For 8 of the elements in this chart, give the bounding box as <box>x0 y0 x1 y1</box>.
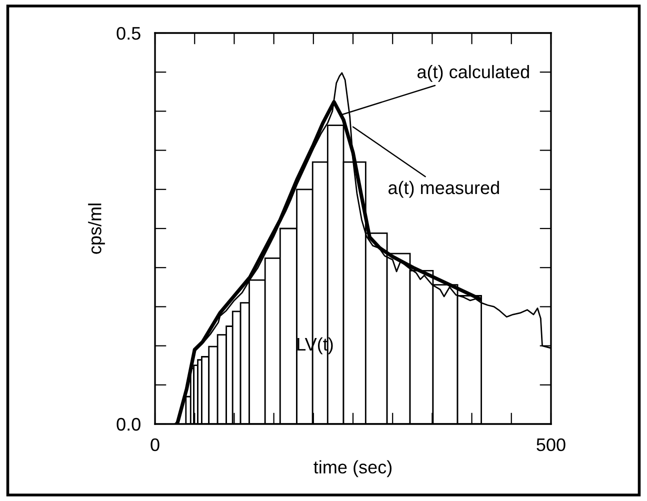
x-axis-title: time (sec) <box>314 460 392 478</box>
x-tick-label: 0 <box>150 438 160 452</box>
annotation: a(t) measured <box>388 180 499 198</box>
y-tick-label: 0.0 <box>116 418 140 431</box>
x-tick-label: 500 <box>536 438 566 452</box>
y-axis-title: cps/ml <box>88 204 105 254</box>
annotation: a(t) calculated <box>417 65 529 82</box>
y-tick-label: 0.5 <box>116 26 140 40</box>
